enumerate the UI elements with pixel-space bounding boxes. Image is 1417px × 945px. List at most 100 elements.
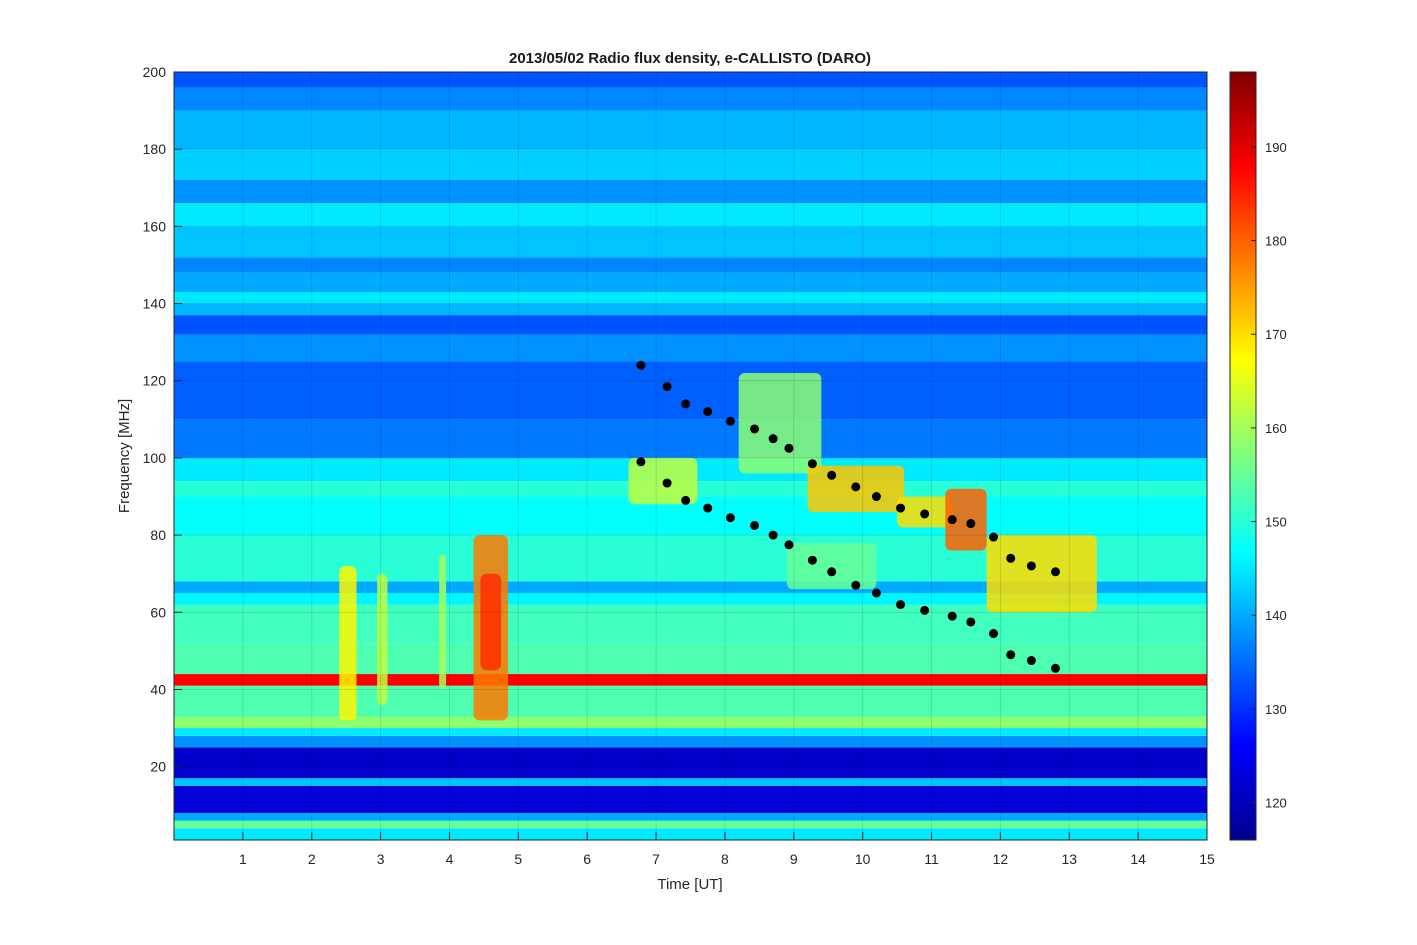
y-axis-label: Frequency [MHz] [116, 399, 133, 513]
y-tick-label: 60 [150, 604, 166, 620]
burst-region [480, 573, 502, 671]
colorbar-tick-label: 120 [1265, 796, 1287, 811]
data-point [920, 605, 930, 615]
data-point [662, 382, 672, 392]
y-tick-label: 40 [150, 681, 166, 697]
background-band [174, 303, 1207, 316]
x-tick-label: 10 [855, 851, 871, 867]
x-tick-label: 8 [721, 851, 729, 867]
data-point [920, 509, 930, 519]
burst-region [945, 488, 987, 551]
colorbar-tick-label: 170 [1265, 327, 1287, 342]
chart-title: 2013/05/02 Radio flux density, e-CALLIST… [509, 50, 871, 67]
background-band [174, 315, 1207, 335]
spectrogram-heatmap [174, 72, 1207, 840]
background-band [174, 747, 1207, 779]
background-band [174, 728, 1207, 736]
data-point [851, 580, 861, 590]
data-point [784, 540, 794, 550]
burst-region [628, 457, 698, 505]
data-point [807, 459, 817, 469]
data-point [768, 530, 778, 540]
data-point [966, 519, 976, 529]
data-point [896, 503, 906, 513]
y-tick-label: 20 [150, 759, 166, 775]
background-band [174, 593, 1207, 605]
data-point [947, 611, 957, 621]
background-band [174, 180, 1207, 204]
burst-region [738, 373, 822, 474]
background-band [174, 716, 1207, 729]
x-tick-label: 15 [1199, 851, 1215, 867]
data-point [703, 407, 713, 417]
y-tick-label: 100 [143, 450, 167, 466]
colorbar-tick-label: 140 [1265, 608, 1287, 623]
x-tick-label: 1 [239, 851, 247, 867]
data-point [768, 434, 778, 444]
x-tick-label: 3 [377, 851, 385, 867]
background-band [174, 785, 1207, 813]
x-axis-ticks: 1 2 3 4 5 6 7 8 9 10 11 12 13 14 15 [239, 832, 1215, 867]
marker-points [636, 360, 1060, 673]
background-band [174, 581, 1207, 594]
background-band [174, 812, 1207, 821]
background-band [174, 291, 1207, 304]
colorbar-tick-label: 130 [1265, 702, 1287, 717]
data-point [947, 515, 957, 525]
data-point [1050, 567, 1060, 577]
y-tick-label: 160 [143, 218, 167, 234]
data-point [1026, 561, 1036, 571]
background-band [174, 334, 1207, 362]
burst-region [986, 535, 1097, 613]
data-point [827, 567, 837, 577]
colorbar-tick-label: 160 [1265, 421, 1287, 436]
x-tick-label: 2 [308, 851, 316, 867]
colorbar-tick-label: 180 [1265, 234, 1287, 249]
data-point [966, 617, 976, 627]
plot-frame [173, 71, 1208, 841]
data-point [871, 492, 881, 502]
background-band [174, 685, 1207, 717]
data-point [989, 532, 999, 542]
colorbar-tick-label: 150 [1265, 515, 1287, 530]
data-point [1026, 656, 1036, 666]
data-point [1050, 663, 1060, 673]
colorbar-tick-label: 190 [1265, 140, 1287, 155]
background-band [174, 820, 1207, 829]
background-band [174, 149, 1207, 181]
burst-region [377, 573, 388, 705]
background-band [174, 87, 1207, 111]
data-point [750, 424, 760, 434]
x-tick-label: 9 [790, 851, 798, 867]
burst-region [786, 542, 877, 590]
data-point [896, 600, 906, 610]
background-band [174, 72, 1207, 88]
data-point [725, 513, 735, 523]
x-tick-label: 5 [514, 851, 522, 867]
x-tick-label: 6 [583, 851, 591, 867]
background-band [174, 778, 1207, 786]
burst-region [439, 554, 447, 690]
data-point [681, 495, 691, 505]
background-band [174, 226, 1207, 258]
data-point [750, 520, 760, 530]
x-tick-label: 13 [1061, 851, 1077, 867]
data-point [1006, 650, 1016, 660]
data-point [807, 555, 817, 565]
data-point [989, 629, 999, 639]
background-band [174, 203, 1207, 227]
data-point [725, 416, 735, 426]
burst-region [339, 565, 357, 721]
y-axis-ticks: 20 40 60 80 100 120 140 160 180 200 [143, 64, 182, 775]
colorbar [1229, 71, 1257, 841]
background-band [174, 257, 1207, 273]
background-band [174, 735, 1207, 748]
background-band [174, 674, 1207, 686]
data-point [784, 443, 794, 453]
y-tick-label: 140 [143, 296, 167, 312]
y-tick-label: 200 [143, 64, 167, 80]
background-band [174, 361, 1207, 420]
data-point [827, 470, 837, 480]
background-band [174, 272, 1207, 292]
x-tick-label: 7 [652, 851, 660, 867]
